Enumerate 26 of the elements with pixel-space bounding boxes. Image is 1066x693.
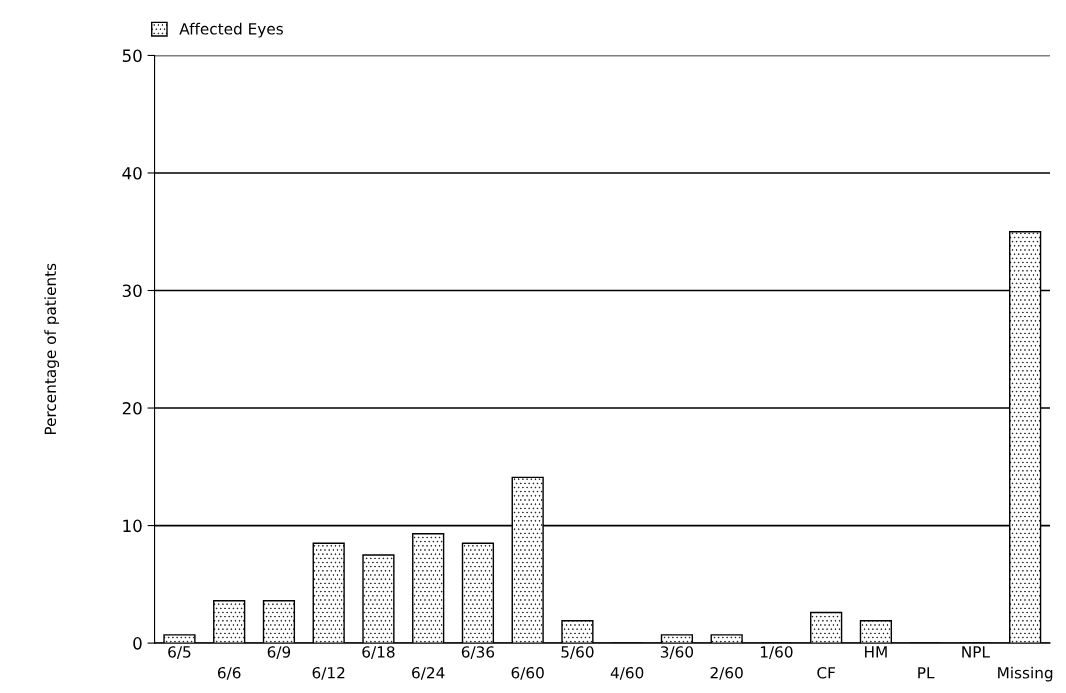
x-tick-label: 6/9 (267, 646, 291, 659)
x-tick-label: PL (918, 667, 935, 679)
x-tick-label: 6/12 (312, 666, 345, 680)
x-tick-label: 6/60 (511, 666, 544, 680)
y-tick-label: 50 (122, 49, 142, 63)
x-tick-label: 6/36 (461, 646, 495, 659)
y-axis-title: Percentage of patients (44, 263, 60, 435)
x-tick-label: 4/60 (610, 666, 644, 680)
y-tick-label: 30 (122, 284, 142, 298)
x-tick-label: NPL (962, 646, 990, 658)
x-tick-label: 6/18 (362, 646, 395, 659)
x-tick-label: 6/6 (217, 666, 241, 680)
legend-label: Affected Eyes (179, 22, 283, 38)
y-tick-label: 0 (133, 637, 142, 650)
x-tick-label: 6/5 (168, 646, 191, 659)
y-tick-label: 40 (122, 166, 142, 180)
x-tick-label: 6/24 (412, 666, 445, 680)
y-tick-label: 20 (122, 402, 142, 415)
y-tick-label: 10 (123, 519, 142, 533)
x-tick-label: CF (817, 666, 835, 679)
x-tick-label: HM (865, 646, 887, 658)
x-tick-label: Missing (998, 666, 1053, 682)
x-tick-label: 3/60 (660, 646, 694, 659)
x-tick-label: 1/60 (760, 646, 793, 659)
x-tick-label: 2/60 (710, 666, 743, 680)
x-tick-label: 5/60 (561, 646, 594, 659)
